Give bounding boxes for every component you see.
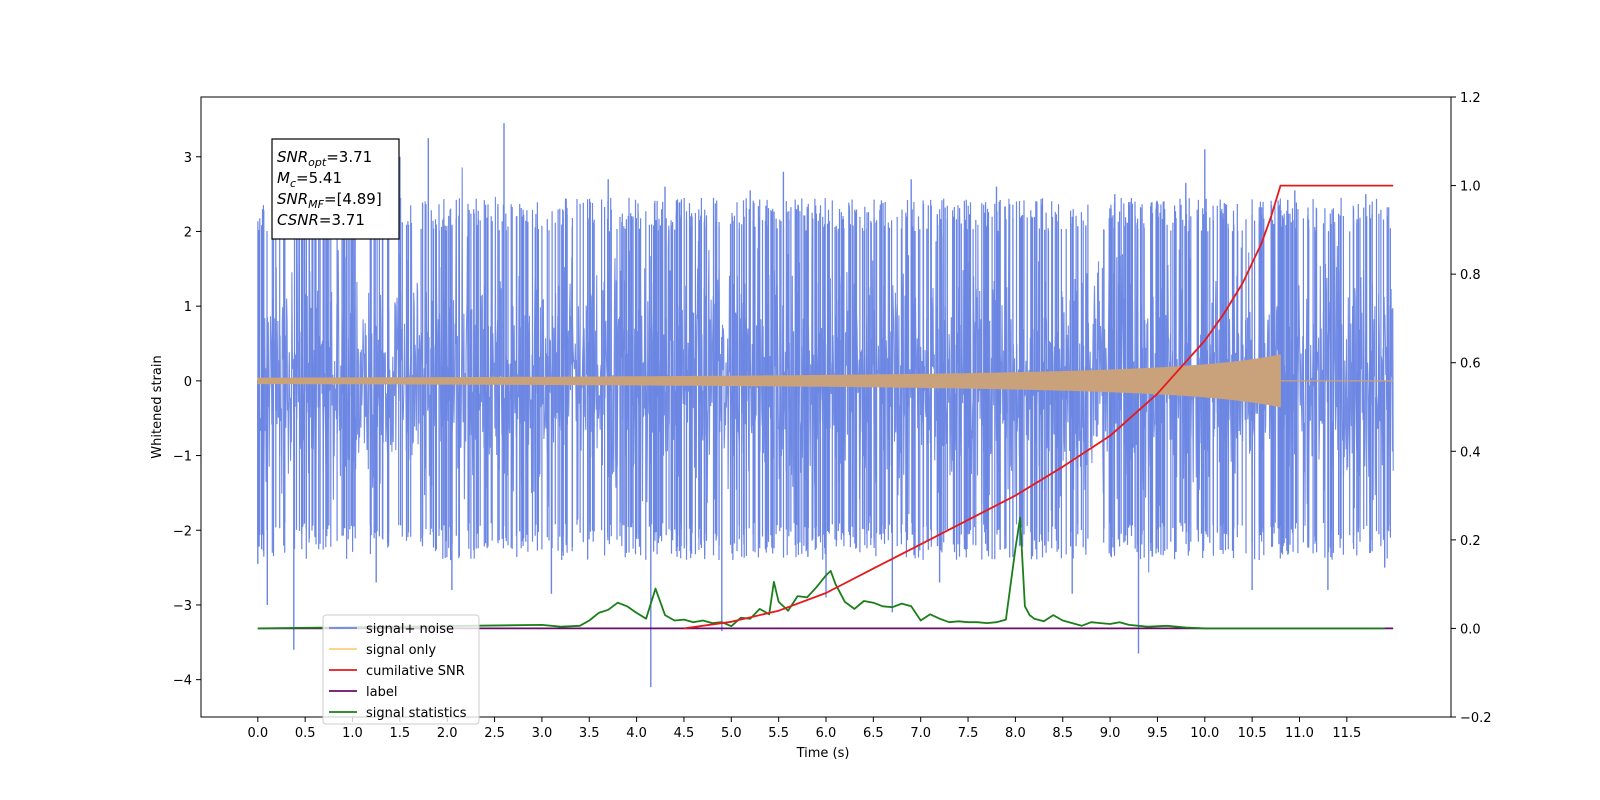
annotation-subscript: c	[290, 177, 296, 190]
annotation-value: =[4.89]	[324, 190, 382, 208]
legend-label: label	[366, 685, 397, 700]
series-signal-statistics	[257, 516, 1385, 630]
legend-label: signal only	[366, 643, 436, 658]
x-tick-label: 11.5	[1332, 726, 1361, 741]
x-tick-label: 1.5	[390, 726, 411, 741]
series-signal-only	[257, 354, 1394, 408]
signal-statistics-line	[257, 516, 1385, 630]
annotation-line: CSNR=3.71	[277, 211, 365, 229]
x-axis: 0.0 0.5 1.0 1.5 2.0 2.5 3.0 3.5 4.0 4.5 5.0 5.5 6.0 6…	[247, 717, 1361, 741]
x-tick-label: 10.0	[1190, 726, 1219, 741]
y-tick-label: −2	[173, 524, 192, 539]
x-tick-label: 5.5	[768, 726, 789, 741]
annotation-value: =3.71	[319, 211, 365, 229]
x-tick-label: 8.5	[1052, 726, 1073, 741]
annotation-line: SNRopt=3.71	[277, 148, 372, 169]
series-cumulative-snr	[683, 184, 1394, 630]
annotation-value: =5.41	[296, 169, 342, 187]
x-tick-label: 7.0	[910, 726, 931, 741]
annotation-symbol: M	[277, 169, 290, 187]
y-tick-label: −1	[173, 450, 192, 465]
legend-label: signal+ noise	[366, 622, 454, 637]
annotation-line: SNRMF=[4.89]	[277, 190, 382, 211]
x-tick-label: 8.0	[1005, 726, 1026, 741]
annotation-frame	[271, 138, 400, 240]
x-tick-label: 9.5	[1147, 726, 1168, 741]
x-tick-label: 6.5	[863, 726, 884, 741]
x-tick-label: 0.0	[247, 726, 268, 741]
y-right-tick-label: 0.2	[1460, 534, 1481, 549]
y-tick-label: −3	[173, 599, 192, 614]
y-tick-label: 0	[184, 375, 192, 390]
x-tick-label: 4.5	[674, 726, 695, 741]
legend-label: signal statistics	[366, 706, 467, 721]
cumulative-snr-line	[683, 184, 1394, 630]
annotation-subscript: MF	[308, 198, 324, 211]
x-axis-title: Time (s)	[796, 746, 850, 761]
y-tick-label: 2	[184, 225, 192, 240]
x-tick-label: 2.5	[484, 726, 505, 741]
y-tick-label: −4	[173, 674, 192, 689]
y-tick-label: 3	[184, 151, 192, 166]
x-tick-label: 10.5	[1238, 726, 1267, 741]
y-axis-left: −4 −3 −2 −1 0 1 2 3	[173, 151, 201, 689]
annotation-symbol: CSNR	[277, 211, 319, 229]
y-axis-title: Whitened strain	[150, 355, 165, 458]
annotation-value: =3.71	[326, 148, 372, 166]
x-tick-label: 7.5	[958, 726, 979, 741]
y-right-tick-label: 1.0	[1460, 180, 1481, 195]
x-tick-label: 11.0	[1285, 726, 1314, 741]
annotation-line: Mc=5.41	[277, 169, 342, 190]
y-right-tick-label: 0.0	[1460, 622, 1481, 637]
x-tick-label: 2.0	[437, 726, 458, 741]
x-tick-label: 5.0	[721, 726, 742, 741]
x-tick-label: 3.5	[579, 726, 600, 741]
legend-label: cumilative SNR	[366, 664, 465, 679]
y-right-tick-label: 1.2	[1460, 91, 1481, 106]
series-signal-noise	[257, 123, 1394, 688]
annotation-subscript: opt	[308, 156, 327, 169]
x-tick-label: 0.5	[295, 726, 316, 741]
x-tick-label: 6.0	[816, 726, 837, 741]
x-tick-label: 3.0	[532, 726, 553, 741]
y-tick-label: 1	[184, 300, 192, 315]
x-tick-label: 1.0	[342, 726, 363, 741]
y-right-tick-label: 0.8	[1460, 268, 1481, 283]
y-axis-right: −0.2 0.0 0.2 0.4 0.6 0.8 1.0 1.2	[1451, 91, 1492, 726]
x-tick-label: 9.0	[1100, 726, 1121, 741]
y-right-tick-label: −0.2	[1460, 711, 1492, 726]
legend: signal+ noise signal only cumilative SNR la…	[322, 614, 480, 725]
y-right-tick-label: 0.6	[1460, 357, 1481, 372]
legend-frame	[322, 614, 480, 725]
annotation-symbol: SNR	[277, 190, 308, 208]
x-tick-label: 4.0	[626, 726, 647, 741]
annotation-symbol: SNR	[277, 148, 308, 166]
y-right-tick-label: 0.4	[1460, 445, 1481, 460]
